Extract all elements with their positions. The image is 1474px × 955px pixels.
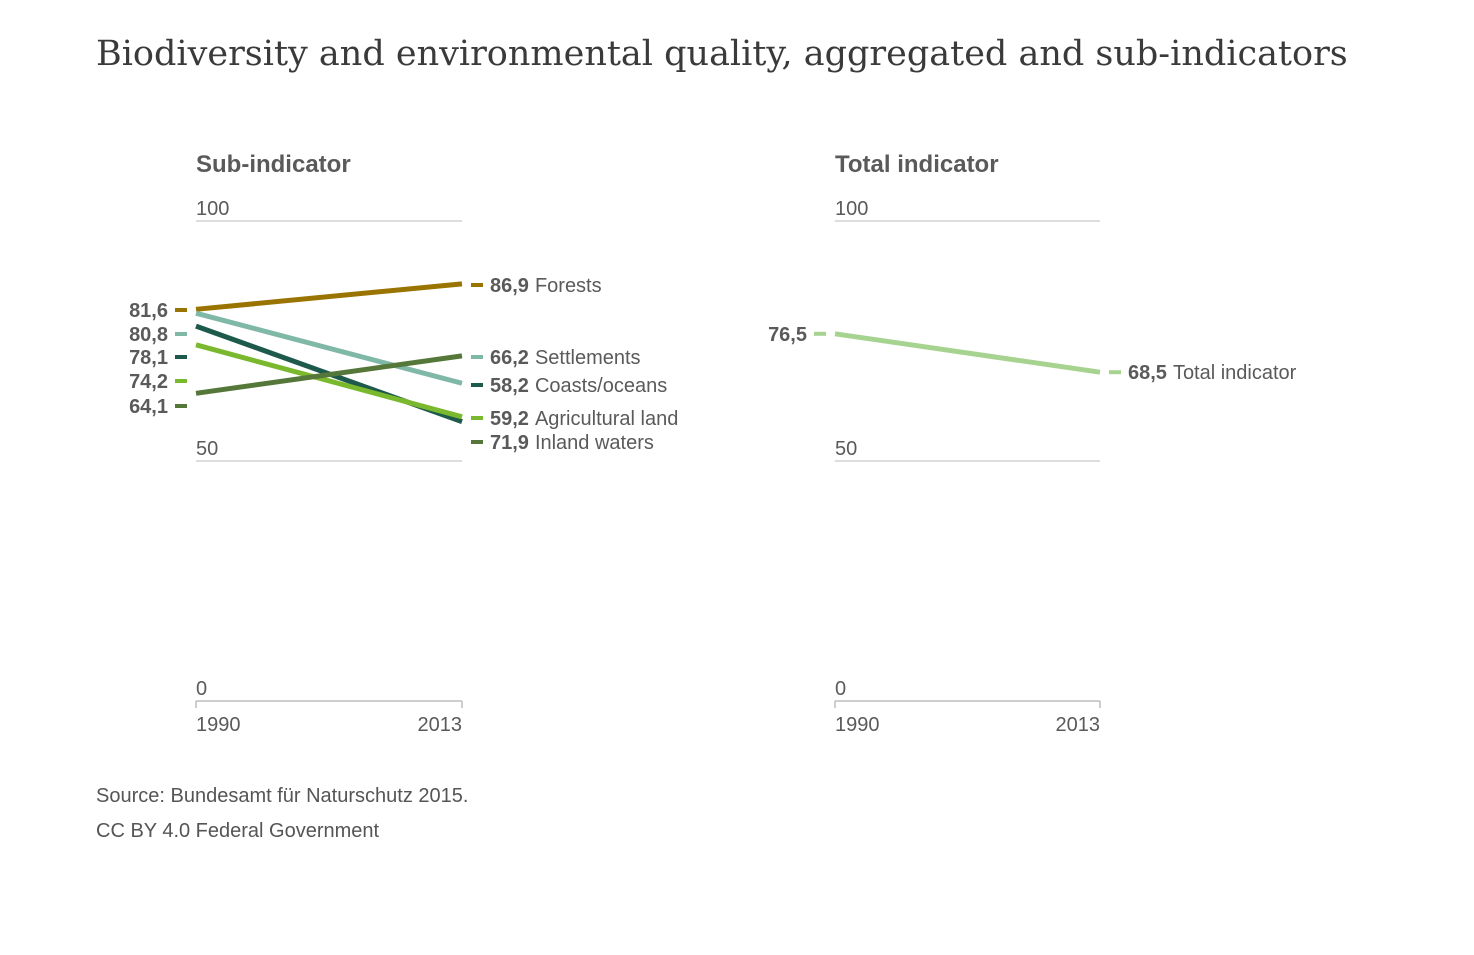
chart-title: Biodiversity and environmental quality, … — [96, 34, 1348, 74]
data-label-start: 80,8 — [129, 324, 168, 346]
y-tick-label: 0 — [196, 678, 207, 700]
y-tick-label: 0 — [835, 678, 846, 700]
data-label-end: 71,9 — [490, 432, 529, 454]
y-tick-label: 50 — [835, 438, 857, 460]
y-tick-label: 100 — [835, 198, 868, 220]
license-note: CC BY 4.0 Federal Government — [96, 820, 380, 842]
series-name-label: Settlements — [535, 347, 641, 369]
series-line-agricultural-land — [195, 342, 463, 420]
series-line-settlements — [195, 310, 463, 386]
data-label-start: 74,2 — [129, 371, 168, 393]
series-name-label: Inland waters — [535, 432, 654, 454]
data-label-end: 86,9 — [490, 275, 529, 297]
series-name-label: Forests — [535, 275, 602, 297]
data-label-start: 78,1 — [129, 347, 168, 369]
source-note: Source: Bundesamt für Naturschutz 2015. — [96, 785, 469, 807]
y-tick-label: 100 — [196, 198, 229, 220]
x-tick-label: 2013 — [1056, 714, 1101, 736]
data-label-start: 81,6 — [129, 300, 168, 322]
y-tick-label: 50 — [196, 438, 218, 460]
series-name-label: Coasts/oceans — [535, 375, 667, 397]
series-line-forests — [195, 281, 463, 312]
data-label-end: 59,2 — [490, 408, 529, 430]
data-label-end: 68,5 — [1128, 362, 1167, 384]
data-label-start: 76,5 — [768, 324, 807, 346]
panel-title: Sub-indicator — [196, 151, 351, 178]
series-line-inland-waters — [195, 353, 463, 396]
x-tick-label: 1990 — [835, 714, 880, 736]
x-tick-label: 1990 — [196, 714, 241, 736]
data-label-start: 64,1 — [129, 396, 168, 418]
x-tick-label: 2013 — [418, 714, 463, 736]
data-label-end: 58,2 — [490, 375, 529, 397]
series-name-label: Agricultural land — [535, 408, 678, 430]
panel-title: Total indicator — [835, 151, 999, 178]
data-label-end: 66,2 — [490, 347, 529, 369]
series-line-total-indicator — [834, 331, 1101, 375]
series-name-label: Total indicator — [1173, 362, 1297, 384]
